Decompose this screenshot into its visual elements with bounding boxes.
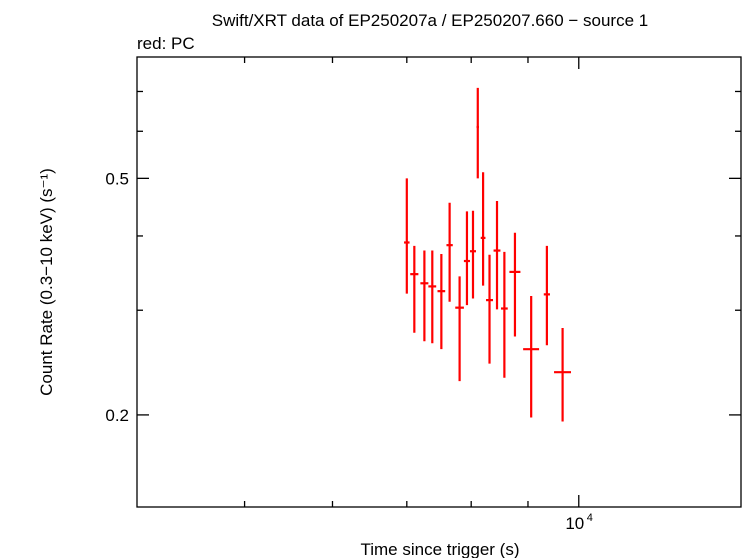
data-point [437,254,446,350]
x-axis-label: Time since trigger (s) [360,540,519,558]
data-point [509,232,521,337]
plot-frame [136,56,742,508]
x-tick-label: 10 [565,514,584,533]
chart-title: Swift/XRT data of EP250207a / EP250207.6… [212,11,648,30]
data-point [469,210,476,299]
y-axis-label: Count Rate (0.3−10 keV) (s⁻¹) [37,168,56,396]
data-point [493,200,501,310]
data-point [420,250,429,342]
axis-ticks [137,57,741,507]
data-series [404,87,571,422]
data-point [500,251,508,378]
data-point [476,87,479,179]
data-point [410,245,419,333]
data-point [455,276,464,382]
data-point [446,202,453,302]
data-point [486,254,493,364]
data-point [428,250,437,344]
y-tick-label: 0.5 [105,169,129,188]
data-point [554,328,571,422]
data-point [463,211,470,306]
chart-subtitle: red: PC [137,34,195,53]
data-point [523,295,540,418]
axis-tick-labels: 10 4 0.5 0.2 [105,169,592,533]
data-point [543,245,550,346]
data-point [480,172,486,286]
data-point [404,178,410,294]
x-tick-label-exponent: 4 [587,512,593,524]
y-tick-label: 0.2 [105,406,129,425]
